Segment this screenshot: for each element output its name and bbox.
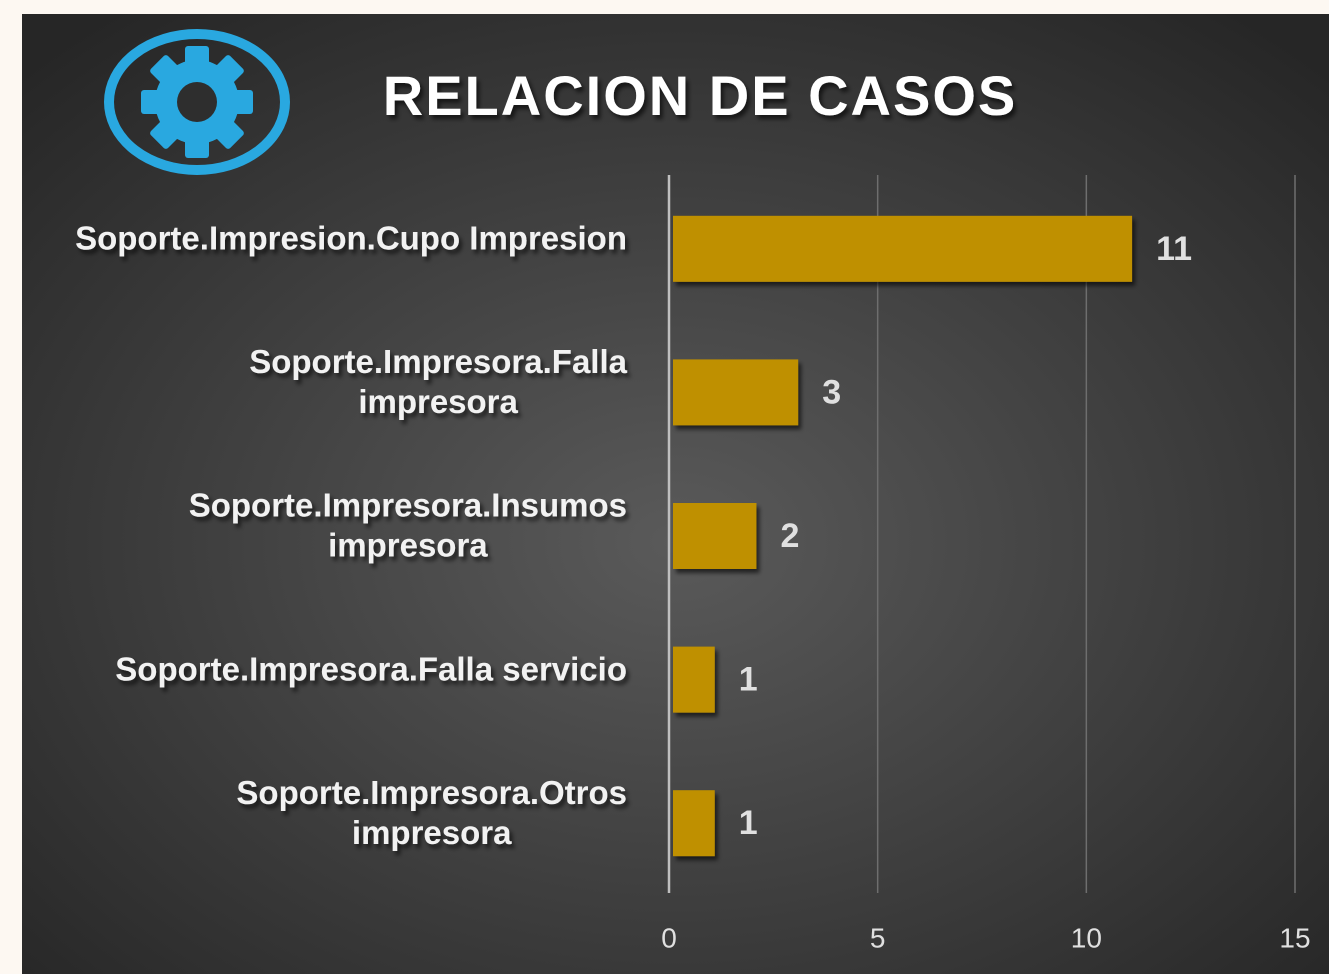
bar [673, 503, 757, 569]
bar [673, 790, 715, 857]
y-tick-label: Soporte.Impresion.Cupo Impresion [75, 220, 627, 257]
y-tick-label: impresora [358, 383, 518, 420]
x-tick-label: 0 [661, 922, 677, 953]
chart-title: RELACION DE CASOS [383, 64, 1018, 127]
y-tick-label: Soporte.Impresora.Insumos [189, 487, 627, 524]
bar [673, 215, 1133, 282]
x-tick-label: 5 [870, 922, 886, 953]
value-label: 11 [1156, 230, 1192, 268]
gear-icon [104, 29, 290, 175]
bar [673, 359, 799, 426]
y-tick-label: impresora [328, 527, 488, 564]
value-label: 3 [822, 373, 841, 411]
y-tick-label: impresora [352, 814, 512, 851]
value-label: 1 [739, 804, 758, 842]
y-tick-label: Soporte.Impresora.Otros [236, 774, 627, 811]
bar [673, 646, 715, 713]
value-label: 2 [780, 517, 799, 555]
x-tick-label: 15 [1279, 922, 1310, 953]
y-tick-label: Soporte.Impresora.Falla servicio [115, 650, 627, 687]
value-label: 1 [739, 661, 758, 699]
y-tick-label: Soporte.Impresora.Falla [249, 343, 627, 380]
x-tick-label: 10 [1071, 922, 1102, 953]
